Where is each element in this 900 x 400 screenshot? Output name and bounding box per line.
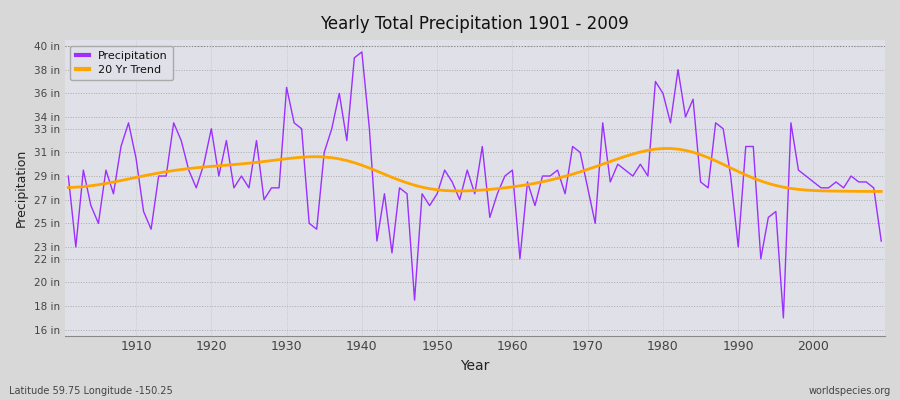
Precipitation xyxy=(778,316,788,320)
20 Yr Trend xyxy=(598,162,608,166)
Line: 20 Yr Trend: 20 Yr Trend xyxy=(68,148,881,192)
Precipitation xyxy=(123,120,134,125)
20 Yr Trend xyxy=(334,156,345,161)
20 Yr Trend xyxy=(123,176,134,181)
20 Yr Trend xyxy=(500,186,510,190)
Text: Latitude 59.75 Longitude -150.25: Latitude 59.75 Longitude -150.25 xyxy=(9,386,173,396)
20 Yr Trend xyxy=(876,189,886,194)
Precipitation xyxy=(515,256,526,261)
20 Yr Trend xyxy=(507,184,517,189)
20 Yr Trend xyxy=(665,146,676,151)
X-axis label: Year: Year xyxy=(460,359,490,373)
Line: Precipitation: Precipitation xyxy=(68,52,881,318)
Precipitation xyxy=(334,91,345,96)
Precipitation xyxy=(289,120,300,125)
Legend: Precipitation, 20 Yr Trend: Precipitation, 20 Yr Trend xyxy=(70,46,173,80)
Precipitation xyxy=(356,50,367,54)
20 Yr Trend xyxy=(63,185,74,190)
Precipitation xyxy=(605,180,616,184)
Precipitation xyxy=(63,174,74,178)
20 Yr Trend xyxy=(289,156,300,160)
Text: worldspecies.org: worldspecies.org xyxy=(809,386,891,396)
Precipitation xyxy=(876,239,886,244)
Precipitation xyxy=(507,168,517,172)
Y-axis label: Precipitation: Precipitation xyxy=(15,149,28,227)
Title: Yearly Total Precipitation 1901 - 2009: Yearly Total Precipitation 1901 - 2009 xyxy=(320,15,629,33)
